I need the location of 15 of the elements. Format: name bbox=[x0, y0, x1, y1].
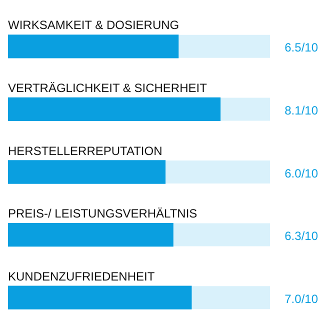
y-tick-label: KUNDENZUFRIEDENHEIT bbox=[8, 269, 156, 284]
text: /10 bbox=[301, 292, 318, 306]
y-tick-label: HERSTELLERREPUTATION bbox=[8, 144, 162, 158]
data-label: 6.0 bbox=[284, 166, 302, 180]
data-label: 8.1 bbox=[284, 104, 302, 118]
data-label: 7.0 bbox=[284, 292, 302, 306]
data-label: 6.3 bbox=[284, 229, 302, 244]
y-tick-label: VERTRÄGLICHKEIT & SICHERHEIT bbox=[8, 81, 208, 96]
y-tick-label: PREIS-/ LEISTUNGSVERHÄLTNIS bbox=[8, 206, 198, 221]
y-tick-label: WIRKSAMKEIT & DOSIERUNG bbox=[8, 18, 180, 32]
text: /10 bbox=[301, 229, 318, 244]
text: /10 bbox=[301, 104, 318, 118]
text: /10 bbox=[301, 40, 318, 55]
data-label: 6.5 bbox=[284, 40, 302, 55]
text: /10 bbox=[301, 166, 318, 180]
